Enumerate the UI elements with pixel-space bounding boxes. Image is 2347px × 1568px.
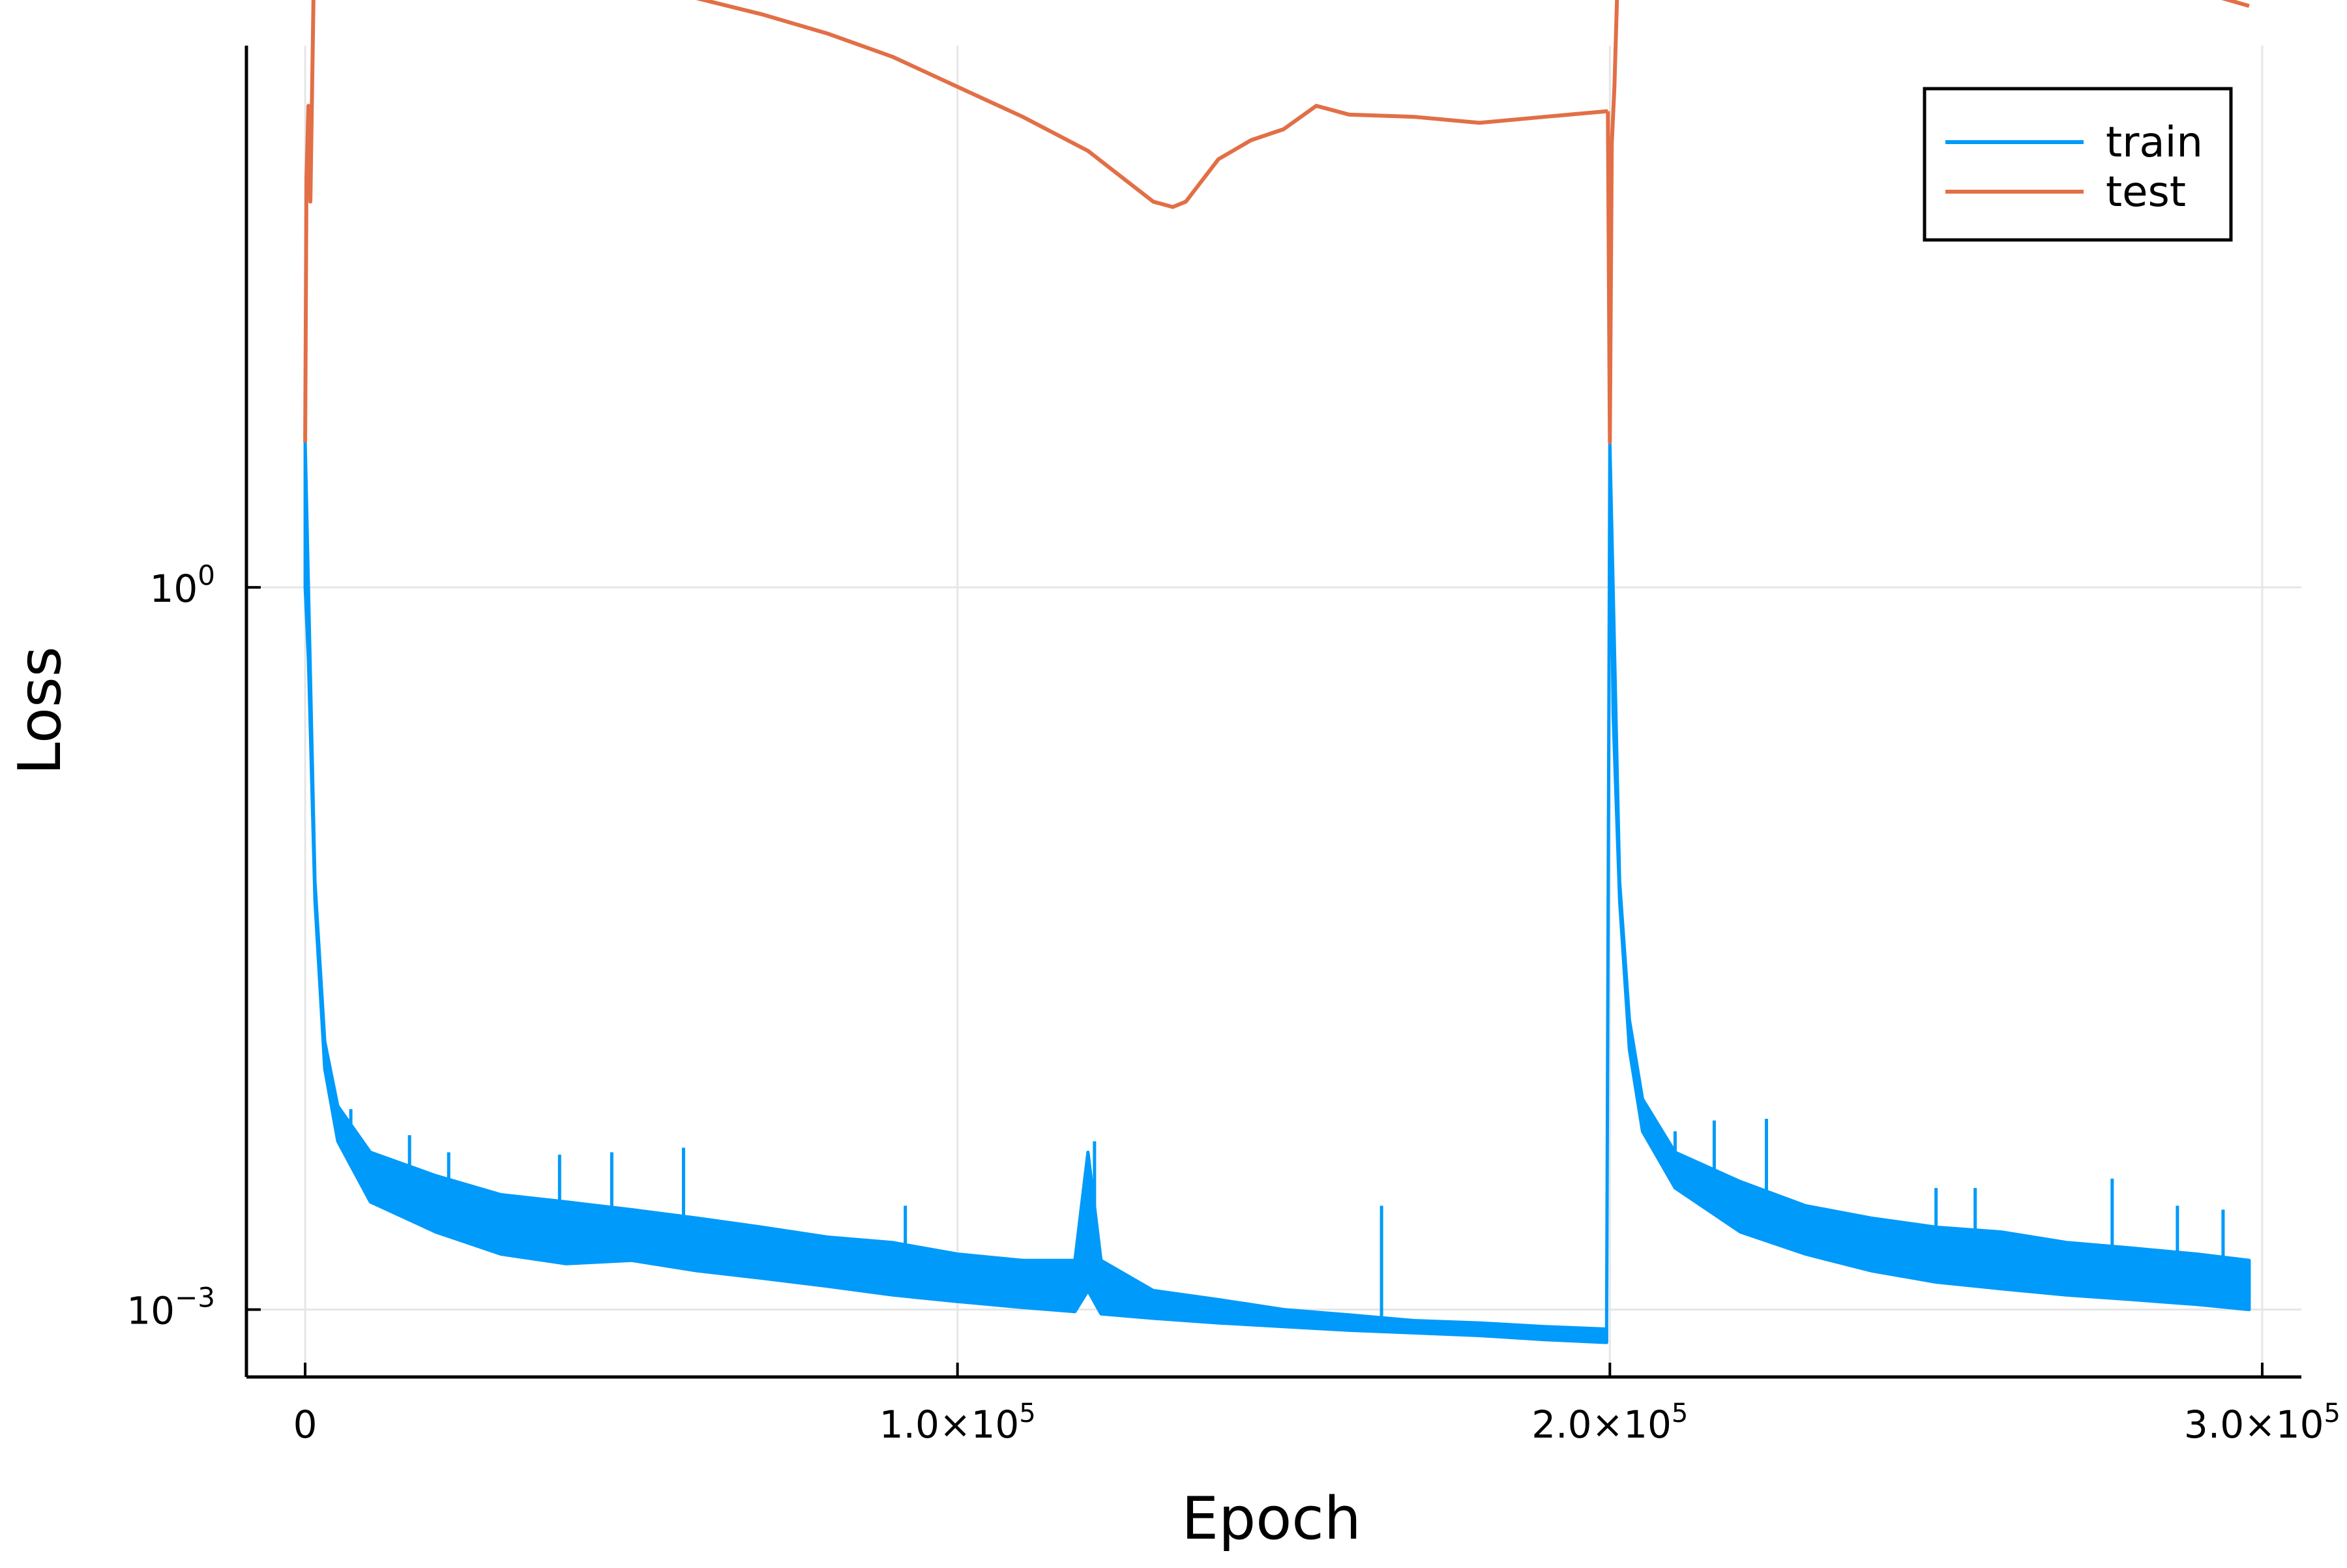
grid-layer xyxy=(246,46,2301,1377)
series-layer xyxy=(303,0,2251,1344)
x-tick-label-2: 2.0×105 xyxy=(1531,1398,1688,1447)
legend: train test xyxy=(1923,87,2233,242)
legend-box xyxy=(1923,87,2233,242)
x-axis-title: Epoch xyxy=(1181,1485,1361,1553)
legend-label-test: test xyxy=(2106,168,2186,216)
ticks-layer: 0 1.0×105 2.0×105 3.0×105 100 10−3 xyxy=(126,559,2340,1447)
y-tick-label-1: 10−3 xyxy=(126,1282,215,1333)
train-band xyxy=(303,441,1608,1344)
train-band-restart xyxy=(1604,441,2251,1344)
legend-label-train: train xyxy=(2106,119,2203,167)
x-tick-label-3: 3.0×105 xyxy=(2184,1398,2340,1447)
y-axis-title: Loss xyxy=(6,646,74,775)
axes-layer xyxy=(244,46,2301,1379)
test-line-segment-0 xyxy=(303,0,1608,443)
x-tick-label-1: 1.0×105 xyxy=(879,1398,1036,1447)
test-line-segment-1 xyxy=(1606,0,2250,445)
y-tick-label-0: 100 xyxy=(149,559,215,611)
x-tick-label-0: 0 xyxy=(293,1402,317,1447)
